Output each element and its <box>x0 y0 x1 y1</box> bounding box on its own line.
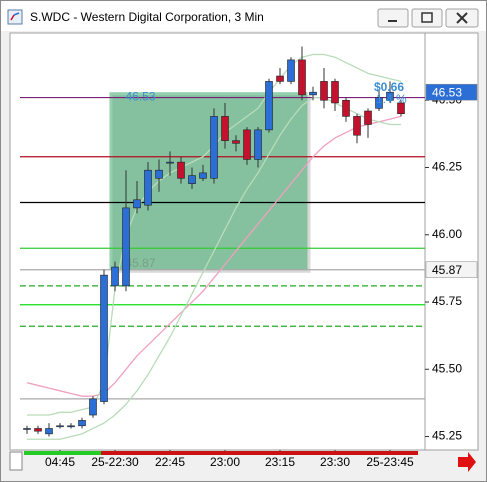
plot: 46.53 45.87 $0.661.4 % 45.25 45.50 45.75 46.00… <box>20 46 478 469</box>
candle-body <box>254 129 262 160</box>
candle-body <box>397 102 405 115</box>
candle-body <box>309 91 317 96</box>
session-bar-pre <box>24 451 101 455</box>
candle-body <box>243 129 251 160</box>
candle-body <box>331 81 339 104</box>
x-tick-label: 23:15 <box>265 455 295 469</box>
maximize-button[interactable] <box>411 8 443 28</box>
candle-body <box>287 59 295 82</box>
x-tick-label: 25-22:30 <box>91 455 139 469</box>
candle-body <box>232 140 240 144</box>
box-bottom-label: 45.87 <box>126 256 156 270</box>
y-tick-label: 45.50 <box>432 361 462 375</box>
candle-body <box>155 169 163 179</box>
range-box <box>109 92 308 270</box>
candle-body <box>364 110 372 125</box>
price-tag-label: 46.53 <box>432 85 462 99</box>
app-icon <box>7 9 23 25</box>
candle-body <box>89 398 97 416</box>
candle-body <box>111 266 119 287</box>
minimize-button[interactable] <box>377 8 409 28</box>
price-tag-label: 45.87 <box>432 263 462 277</box>
scroll-box[interactable] <box>9 451 23 471</box>
candle-body <box>133 199 141 209</box>
candle-body <box>375 97 383 109</box>
y-tick-label: 45.25 <box>432 429 462 443</box>
candle-body <box>265 81 273 131</box>
candle-body <box>210 116 218 179</box>
candle-body <box>353 116 361 136</box>
scroll-arrow[interactable] <box>458 452 476 472</box>
candle-body <box>78 420 86 427</box>
window-title: S.WDC - Western Digital Corporation, 3 M… <box>30 10 264 24</box>
price-tag <box>425 261 478 278</box>
candle-body <box>166 161 174 164</box>
box-top-label: 46.53 <box>126 89 156 103</box>
candle-body <box>177 161 185 179</box>
x-tick-label: 23:00 <box>210 455 240 469</box>
candle-body <box>144 169 152 206</box>
candle-body <box>221 116 229 141</box>
price-tag <box>425 83 478 101</box>
x-tick-label: 23:30 <box>320 455 350 469</box>
indicator-line <box>27 96 401 440</box>
candle-body <box>320 81 328 101</box>
y-tick-label: 45.75 <box>432 294 462 308</box>
candle-body <box>122 207 130 287</box>
price-axis <box>424 32 479 451</box>
x-tick-label: 25-23:45 <box>366 455 414 469</box>
candle-body <box>386 91 394 101</box>
candle-body <box>276 75 284 82</box>
candle-body <box>298 59 306 96</box>
candle-body <box>342 99 350 117</box>
indicator-line <box>26 115 402 397</box>
candle-body <box>23 428 31 430</box>
close-button[interactable] <box>445 8 479 28</box>
change-pct-label: 1.4 % <box>376 92 407 106</box>
candle-body <box>188 175 196 184</box>
y-tick-label: 46.00 <box>432 227 462 241</box>
candle-body <box>100 274 108 402</box>
candle-body <box>199 172 207 179</box>
session-bar-main <box>101 451 418 455</box>
candle-body <box>34 428 42 432</box>
change-label: $0.66 <box>374 80 404 94</box>
candle-body <box>56 425 64 428</box>
candle-body <box>67 425 75 428</box>
candle-body <box>45 428 53 435</box>
x-tick-label: 04:45 <box>45 455 75 469</box>
y-tick-label: 46.25 <box>432 160 462 174</box>
x-tick-label: 22:45 <box>155 455 185 469</box>
